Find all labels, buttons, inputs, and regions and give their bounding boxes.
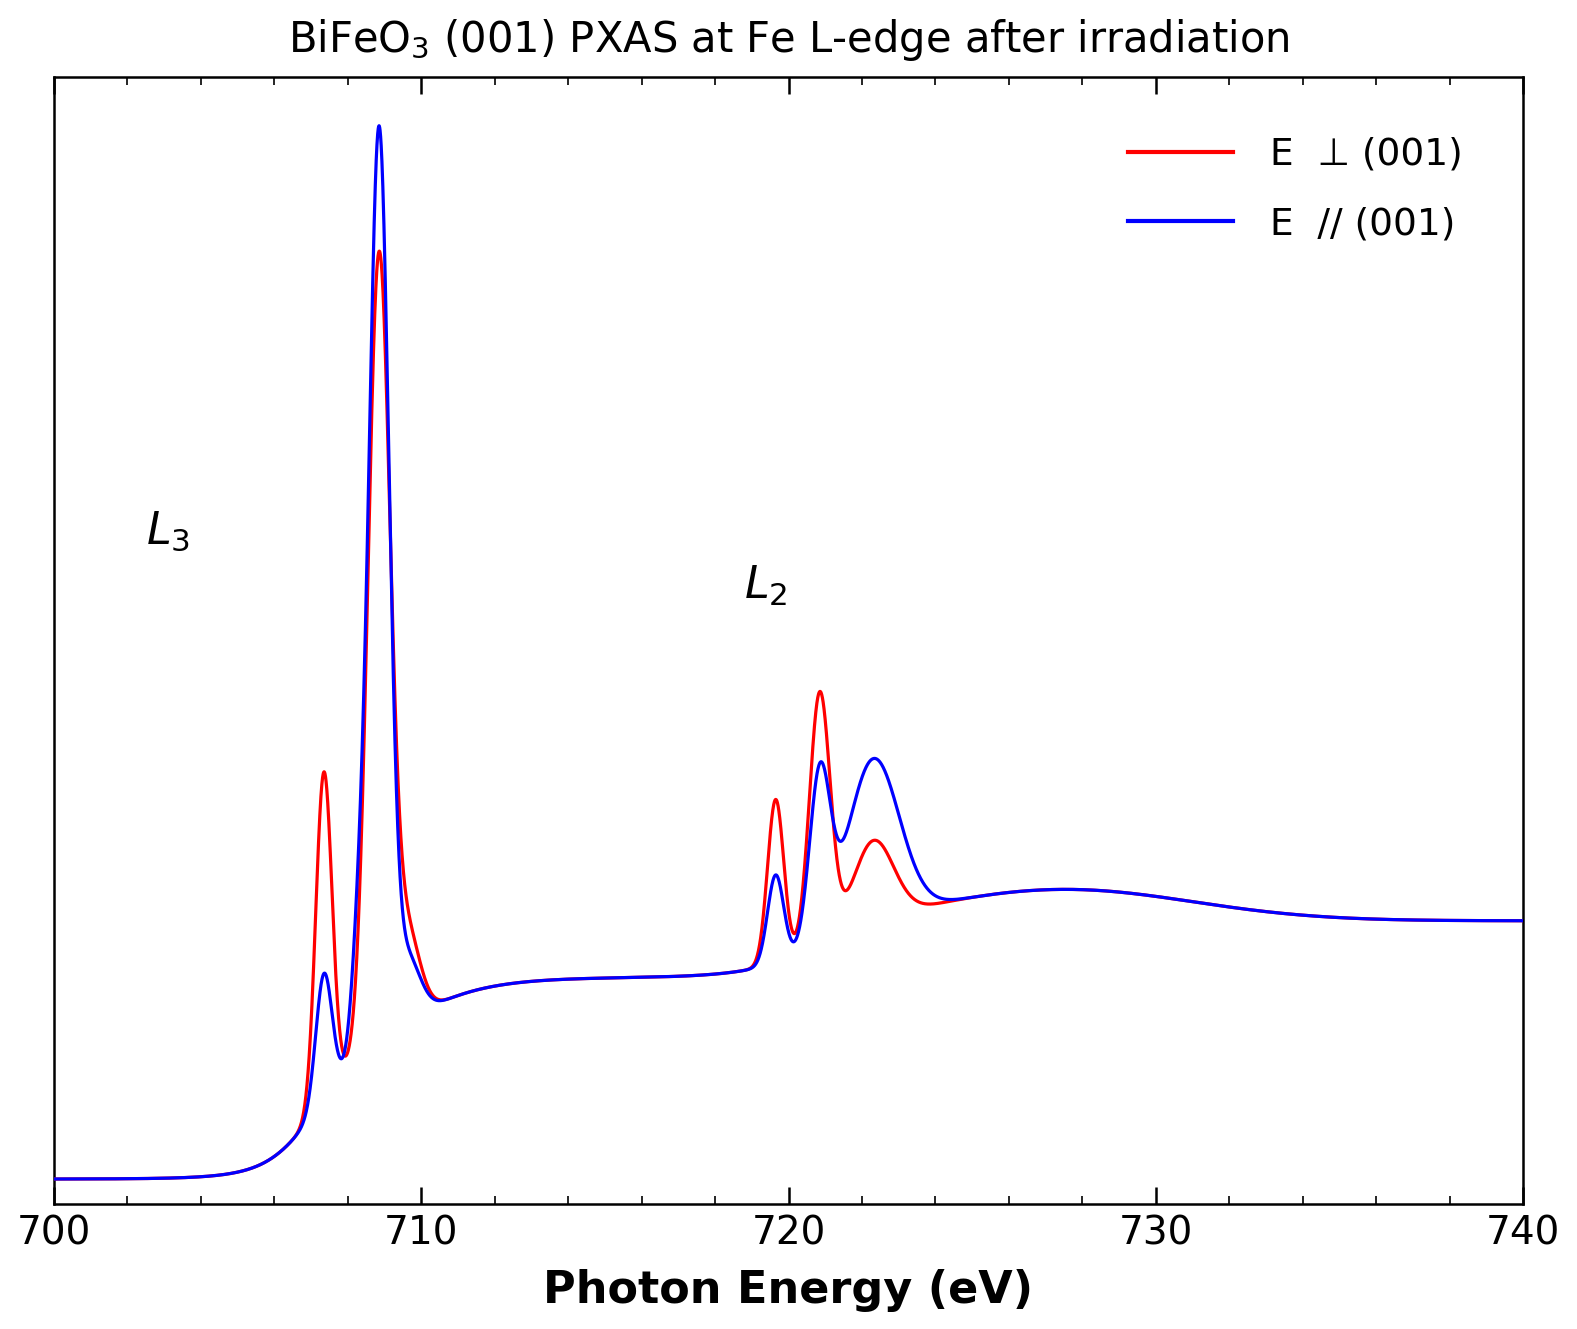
Legend: E  ⊥ (001), E  // (001): E ⊥ (001), E // (001): [1113, 122, 1478, 258]
X-axis label: Photon Energy (eV): Photon Energy (eV): [544, 1269, 1033, 1312]
Text: $L_3$: $L_3$: [145, 509, 189, 553]
Title: BiFeO$_3$ (001) PXAS at Fe L-edge after irradiation: BiFeO$_3$ (001) PXAS at Fe L-edge after …: [287, 17, 1290, 62]
Text: $L_2$: $L_2$: [744, 563, 788, 609]
